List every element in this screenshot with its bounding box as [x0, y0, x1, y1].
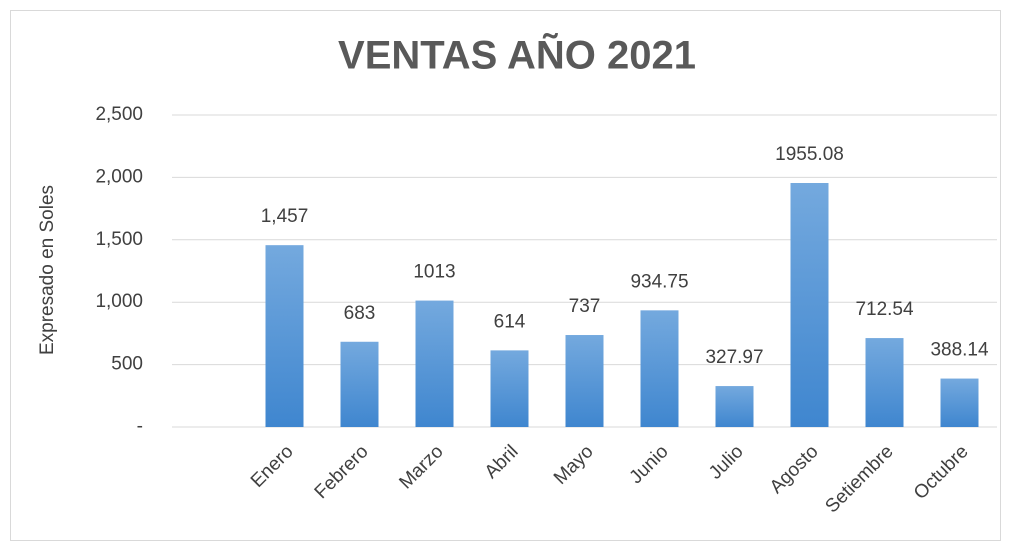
bar — [565, 335, 604, 427]
data-label: 737 — [569, 296, 601, 317]
data-label: 1,457 — [261, 206, 309, 227]
y-tick-label: - — [137, 416, 143, 437]
bar — [415, 300, 454, 427]
data-label: 712.54 — [855, 299, 914, 320]
data-label: 934.75 — [630, 271, 688, 292]
y-tick-label: 500 — [111, 354, 143, 375]
y-axis-title: Expresado en Soles — [37, 185, 58, 355]
data-label: 388.14 — [930, 340, 989, 361]
bar — [865, 338, 904, 427]
data-label: 327.97 — [705, 347, 763, 368]
y-tick-label: 1,500 — [95, 229, 143, 250]
bar — [265, 245, 304, 427]
data-label: 614 — [494, 311, 526, 332]
chart-title: VENTAS AÑO 2021 — [338, 32, 696, 78]
y-tick-label: 2,500 — [95, 104, 143, 125]
data-label: 683 — [344, 303, 376, 324]
bar — [640, 310, 679, 427]
bar — [490, 350, 529, 427]
y-tick-label: 1,000 — [95, 291, 143, 312]
data-label: 1955.08 — [775, 144, 844, 165]
bar — [940, 378, 979, 427]
bar — [790, 183, 829, 427]
chart-frame — [10, 10, 1001, 541]
y-tick-label: 2,000 — [95, 166, 143, 187]
bar — [340, 341, 379, 427]
bar — [715, 386, 754, 427]
data-label: 1013 — [413, 262, 455, 283]
